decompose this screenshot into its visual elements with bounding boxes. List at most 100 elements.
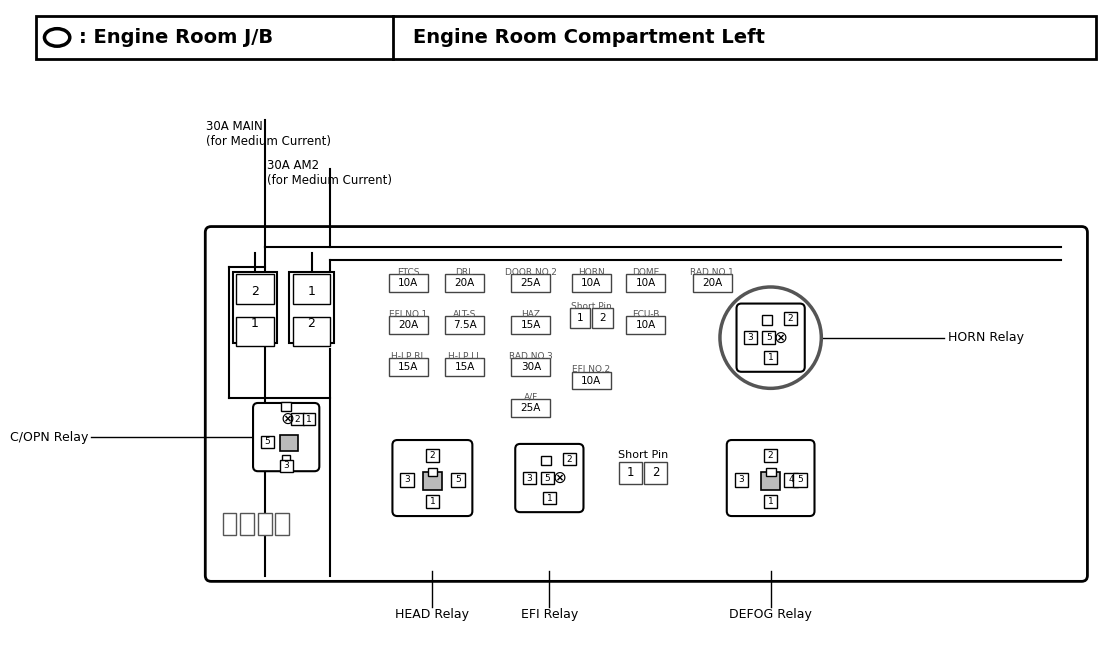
Text: 7.5A: 7.5A	[453, 320, 477, 330]
Bar	[302, 413, 316, 425]
Text: 15A: 15A	[397, 362, 418, 372]
Text: 1: 1	[546, 493, 552, 502]
Text: 3: 3	[747, 333, 754, 342]
Text: H-LP RL: H-LP RL	[391, 352, 425, 361]
Bar	[766, 468, 775, 476]
Text: 2: 2	[767, 451, 774, 460]
FancyBboxPatch shape	[392, 440, 473, 516]
Text: 2: 2	[295, 415, 300, 424]
FancyBboxPatch shape	[516, 444, 584, 512]
Ellipse shape	[44, 29, 70, 46]
Bar	[425, 448, 439, 462]
Bar	[241, 513, 254, 534]
Bar	[511, 399, 550, 417]
Bar	[291, 413, 304, 425]
Text: ETCS: ETCS	[396, 268, 420, 277]
Text: 2: 2	[788, 314, 794, 323]
Text: 1: 1	[767, 497, 774, 506]
Text: 2: 2	[308, 317, 316, 330]
Text: HORN: HORN	[577, 268, 605, 277]
Bar	[450, 473, 465, 487]
Text: 10A: 10A	[636, 320, 656, 330]
Text: 20A: 20A	[397, 320, 418, 330]
Text: H-LP LL: H-LP LL	[448, 352, 481, 361]
Text: RAD NO.3: RAD NO.3	[509, 352, 553, 361]
Bar	[35, 16, 1096, 59]
Text: 1: 1	[627, 465, 634, 478]
Text: Engine Room Compartment Left: Engine Room Compartment Left	[413, 28, 765, 47]
Text: 2: 2	[429, 451, 435, 460]
Text: Short Pin: Short Pin	[571, 302, 612, 311]
Bar	[626, 317, 666, 333]
Text: 3: 3	[739, 476, 744, 484]
Bar	[523, 472, 535, 484]
Bar	[541, 472, 554, 484]
Bar	[692, 274, 732, 292]
Bar	[276, 513, 289, 534]
Bar	[389, 317, 427, 333]
Text: 10A: 10A	[581, 376, 602, 385]
Text: DRL: DRL	[456, 268, 474, 277]
Text: 2: 2	[651, 465, 659, 478]
Bar	[223, 513, 236, 534]
Text: 10A: 10A	[636, 278, 656, 288]
Text: 1: 1	[429, 497, 435, 506]
FancyBboxPatch shape	[726, 440, 815, 516]
Bar	[511, 274, 550, 292]
Text: 3: 3	[284, 462, 289, 471]
Text: ECU-B: ECU-B	[633, 310, 659, 318]
Text: HEAD Relay: HEAD Relay	[395, 608, 469, 621]
Bar	[445, 317, 484, 333]
Bar	[570, 309, 591, 328]
Text: Short Pin: Short Pin	[618, 450, 668, 460]
Bar	[763, 332, 775, 344]
Bar	[563, 452, 575, 465]
Bar	[543, 491, 555, 504]
Bar	[761, 472, 781, 489]
Text: EFI Relay: EFI Relay	[521, 608, 578, 621]
Text: 20A: 20A	[702, 278, 722, 288]
Text: 30A: 30A	[521, 362, 541, 372]
Bar	[764, 495, 777, 508]
Text: 25A: 25A	[521, 403, 541, 413]
Text: ⊗: ⊗	[553, 469, 566, 487]
Text: EFI NO.2: EFI NO.2	[572, 365, 611, 374]
Bar	[389, 274, 427, 292]
Text: 10A: 10A	[581, 278, 602, 288]
Text: 5: 5	[797, 476, 803, 484]
Bar	[280, 435, 298, 450]
FancyBboxPatch shape	[205, 227, 1087, 581]
Text: ⊗: ⊗	[774, 329, 788, 346]
Bar	[764, 351, 777, 364]
Bar	[644, 462, 667, 484]
Bar	[401, 473, 414, 487]
Bar	[261, 436, 274, 448]
Bar	[618, 462, 641, 484]
FancyBboxPatch shape	[736, 304, 805, 372]
Bar	[236, 317, 274, 346]
Bar	[279, 460, 293, 472]
Text: ⊗: ⊗	[280, 410, 294, 428]
Text: 5: 5	[264, 437, 270, 447]
Bar	[592, 309, 613, 328]
Bar	[445, 358, 484, 376]
Text: ALT-S: ALT-S	[453, 310, 476, 318]
Bar	[511, 317, 550, 333]
Bar	[423, 472, 442, 489]
Text: 3: 3	[404, 476, 410, 484]
Bar	[572, 274, 611, 292]
Text: HORN Relay: HORN Relay	[948, 331, 1025, 344]
Text: 25A: 25A	[521, 278, 541, 288]
Bar	[763, 315, 772, 325]
Text: HAZ: HAZ	[521, 310, 540, 318]
Bar	[784, 313, 797, 325]
Text: 30A MAIN
(for Medium Current): 30A MAIN (for Medium Current)	[206, 120, 331, 148]
Text: 3: 3	[527, 474, 532, 482]
Text: 2: 2	[251, 285, 259, 298]
Bar	[445, 274, 484, 292]
Text: 4: 4	[788, 476, 794, 484]
Bar	[427, 468, 437, 476]
Text: 1: 1	[251, 317, 259, 330]
Text: 5: 5	[544, 474, 550, 482]
Bar	[282, 402, 291, 411]
